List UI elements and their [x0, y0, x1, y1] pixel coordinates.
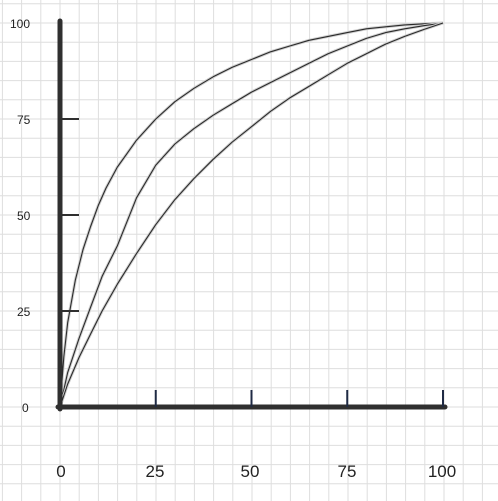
y-tick-label-0: 0	[22, 401, 29, 415]
x-tick-label-25: 25	[146, 462, 165, 481]
x-tick-label-75: 75	[338, 462, 357, 481]
y-tick-label-25: 25	[17, 305, 31, 319]
y-tick-label-100: 100	[10, 17, 30, 31]
tick-labels: 100 75 50 25 0 0 25 50 75 100	[10, 17, 456, 481]
series-line-3	[59, 22, 444, 408]
y-tick-label-50: 50	[17, 209, 31, 223]
series-lines	[58, 21, 444, 408]
series-line-2	[59, 22, 444, 408]
tick-marks	[60, 118, 444, 407]
x-tick-label-100: 100	[428, 462, 456, 481]
x-tick-label-0: 0	[56, 462, 65, 481]
x-tick-label-50: 50	[241, 462, 260, 481]
y-tick-label-75: 75	[17, 113, 31, 127]
series-line-1	[59, 22, 444, 408]
